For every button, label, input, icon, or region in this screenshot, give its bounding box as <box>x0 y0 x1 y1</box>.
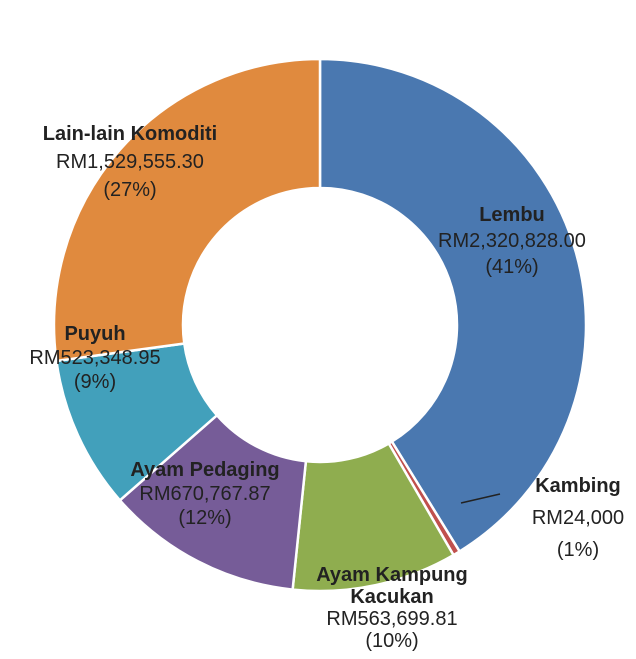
donut-slice <box>52 57 322 363</box>
percent-label: (1%) <box>556 539 600 561</box>
category-label: Lain-lain Komoditi <box>42 123 218 145</box>
leader-line <box>460 493 501 504</box>
value-label: RM670,767.87 <box>139 483 271 505</box>
donut-slice <box>318 57 588 554</box>
percent-label: (9%) <box>73 371 117 393</box>
category-label: Ayam Pedaging <box>130 459 280 481</box>
slice-label: Kambing RM24,000 (1%) <box>518 470 636 566</box>
category-label: Lembu <box>479 204 545 226</box>
value-label: RM2,320,828.00 <box>438 230 586 252</box>
percent-label: (12%) <box>178 507 232 529</box>
category-label: Ayam Kampung Kacukan <box>316 564 468 608</box>
value-label: RM563,699.81 <box>326 608 458 630</box>
percent-label: (41%) <box>485 256 539 278</box>
percent-label: (10%) <box>365 630 419 652</box>
slice-label: Puyuh RM523,348.95 (9%) <box>10 322 180 394</box>
value-label: RM24,000 <box>531 507 625 529</box>
value-label: RM1,529,555.30 <box>56 151 204 173</box>
category-label: Kambing <box>535 475 621 497</box>
slice-label: Ayam Pedaging RM670,767.87 (12%) <box>115 458 295 530</box>
slice-label: Lembu RM2,320,828.00 (41%) <box>412 202 612 280</box>
value-label: RM523,348.95 <box>29 347 161 369</box>
category-label: Puyuh <box>64 323 126 345</box>
percent-label: (27%) <box>103 179 157 201</box>
slice-label: Ayam Kampung Kacukan RM563,699.81 (10%) <box>292 564 492 652</box>
slice-label: Lain-lain Komoditi RM1,529,555.30 (27%) <box>10 120 250 204</box>
